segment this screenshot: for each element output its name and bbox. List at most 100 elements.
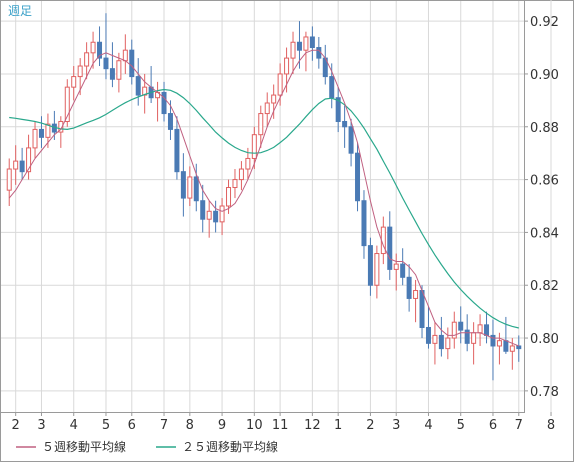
- candle-body-up: [477, 324, 483, 334]
- period-label: 週足: [8, 4, 32, 18]
- y-tick-label: 0.84: [530, 226, 559, 241]
- candle-body-down: [458, 321, 464, 331]
- legend: ５週移動平均線 ２５週移動平均線: [16, 439, 278, 454]
- x-tick-label: 10: [246, 418, 263, 433]
- candle-body-down: [387, 226, 393, 270]
- candle-body-down: [180, 171, 186, 199]
- candle-body-up: [226, 187, 232, 207]
- candle-body-down: [335, 97, 341, 122]
- candle-body-up: [122, 49, 128, 62]
- candle-body-down: [129, 49, 135, 78]
- candle-body-up: [6, 168, 12, 191]
- candle-body-down: [296, 41, 302, 51]
- y-tick-label: 0.86: [530, 174, 559, 189]
- x-tick-label: 2: [366, 418, 374, 433]
- candle-body-down: [516, 345, 522, 350]
- candle-body-down: [503, 340, 509, 352]
- candle-body-up: [84, 52, 90, 67]
- candle-body-down: [135, 76, 141, 96]
- candle-body-up: [264, 102, 270, 115]
- candle-body-down: [400, 263, 406, 278]
- x-tick-label: 6: [128, 418, 136, 433]
- candle-body-up: [64, 86, 70, 122]
- candle-body-up: [374, 253, 380, 286]
- x-tick-label: 7: [160, 418, 168, 433]
- candle-body-up: [251, 134, 257, 159]
- x-tick-label: 7: [515, 418, 523, 433]
- candle-body-up: [258, 113, 264, 136]
- y-tick-label: 0.90: [530, 68, 559, 83]
- candle-body-down: [419, 290, 425, 328]
- candle-body-down: [200, 200, 206, 220]
- candle-body-up: [445, 337, 451, 350]
- y-tick-label: 0.78: [530, 385, 559, 400]
- legend-ma25-label: ２５週移動平均線: [182, 439, 278, 454]
- candle-body-up: [77, 65, 83, 78]
- candle-body-down: [167, 113, 173, 130]
- x-tick-label: 1: [334, 418, 342, 433]
- candle-body-down: [174, 128, 180, 173]
- x-tick-label: 5: [102, 418, 110, 433]
- candle-body-up: [58, 120, 64, 133]
- candle-body-up: [393, 263, 399, 270]
- candle-body-up: [496, 340, 502, 347]
- candle-body-down: [406, 276, 412, 299]
- x-tick-label: 9: [218, 418, 226, 433]
- candle-body-down: [316, 47, 322, 59]
- x-tick-label: 6: [489, 418, 497, 433]
- ma25-line: [9, 88, 519, 329]
- candle-body-down: [109, 68, 115, 80]
- candle-body-down: [329, 76, 335, 99]
- candle-body-down: [19, 160, 25, 173]
- candle-body-down: [309, 36, 315, 49]
- candle-body-up: [471, 332, 477, 344]
- candle-body-up: [26, 147, 32, 173]
- x-tick-label: 4: [70, 418, 78, 433]
- candle-body-up: [290, 41, 296, 59]
- candle-body-up: [303, 36, 309, 51]
- x-tick-label: 4: [424, 418, 432, 433]
- y-axis-ticks: 0.92 0.90 0.88 0.86 0.84 0.82 0.80 0.78: [524, 15, 559, 400]
- candle-body-down: [438, 334, 444, 350]
- x-tick-label: 8: [186, 418, 194, 433]
- candle-body-up: [116, 60, 122, 80]
- candle-body-down: [361, 200, 367, 247]
- candle-body-down: [38, 128, 44, 138]
- candle-body-up: [451, 321, 457, 339]
- legend-ma5-label: ５週移動平均線: [42, 439, 126, 454]
- candle-body-down: [103, 57, 109, 70]
- candle-body-up: [187, 176, 193, 199]
- candle-body-up: [71, 76, 77, 88]
- candle-body-up: [432, 334, 438, 344]
- candle-body-up: [13, 160, 19, 170]
- candle-body-down: [161, 91, 167, 115]
- candle-body-down: [348, 126, 354, 154]
- candle-body-down: [367, 245, 373, 286]
- candle-body-up: [245, 157, 251, 170]
- candle-body-down: [193, 176, 199, 202]
- candle-body-up: [271, 94, 277, 104]
- candle-body-down: [490, 334, 496, 347]
- candle-body-up: [284, 57, 290, 75]
- candle-body-down: [342, 120, 348, 128]
- candle-body-up: [45, 123, 51, 138]
- x-tick-label: 11: [272, 418, 289, 433]
- candle-body-down: [464, 329, 470, 344]
- y-tick-label: 0.92: [530, 15, 559, 30]
- candle-body-up: [509, 345, 515, 352]
- candle-body-down: [213, 210, 219, 223]
- x-axis-ticks: 2345678910111212345678910: [12, 412, 555, 433]
- x-tick-label: 2: [12, 418, 20, 433]
- candle-body-up: [277, 73, 283, 96]
- candle-body-down: [425, 326, 431, 344]
- candle-body-up: [232, 179, 238, 189]
- candles: [6, 13, 522, 381]
- plot-area-border: [0, 0, 525, 413]
- x-tick-label: 8: [547, 418, 555, 433]
- y-tick-label: 0.88: [530, 121, 559, 136]
- candle-body-down: [97, 41, 103, 59]
- x-tick-label: 5: [457, 418, 465, 433]
- y-tick-label: 0.82: [530, 279, 559, 294]
- x-tick-label: 12: [304, 418, 321, 433]
